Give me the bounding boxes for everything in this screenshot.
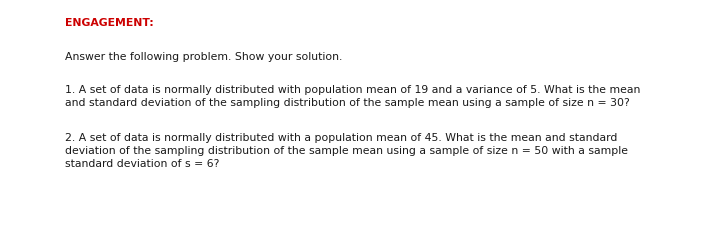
Text: 1. A set of data is normally distributed with population mean of 19 and a varian: 1. A set of data is normally distributed… [65,85,640,108]
Text: ENGAGEMENT:: ENGAGEMENT: [65,18,154,28]
Text: 2. A set of data is normally distributed with a population mean of 45. What is t: 2. A set of data is normally distributed… [65,133,628,169]
Text: Answer the following problem. Show your solution.: Answer the following problem. Show your … [65,52,343,62]
